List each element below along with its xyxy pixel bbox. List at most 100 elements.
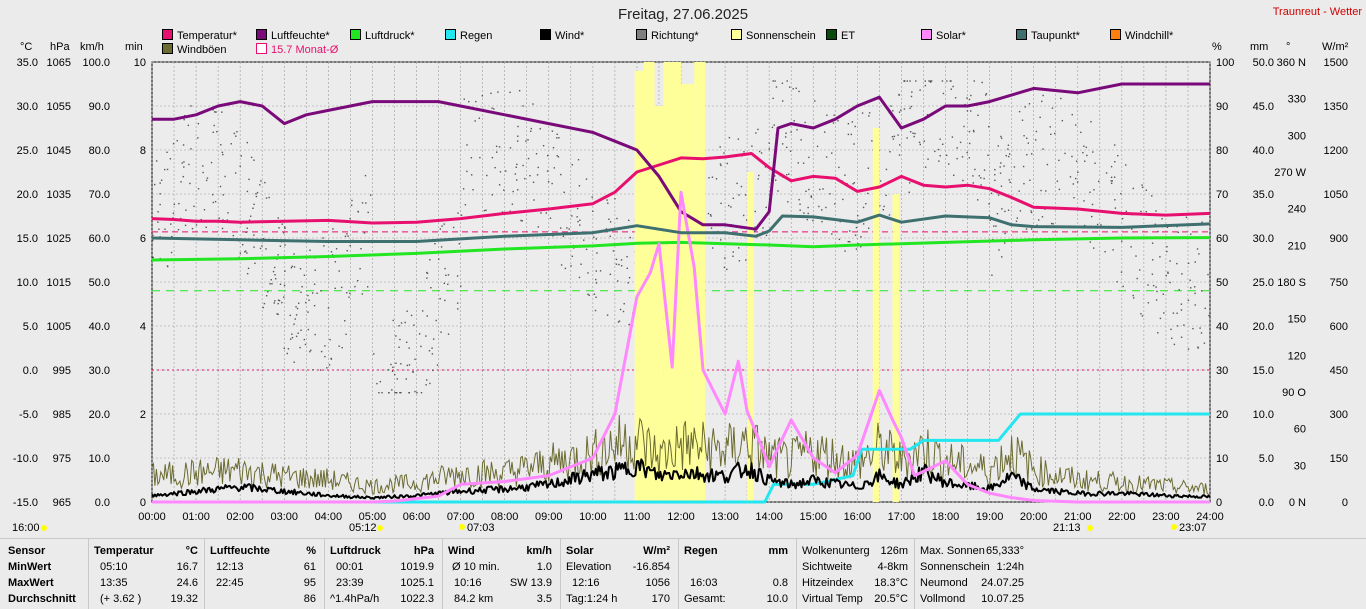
direction-point	[1132, 187, 1135, 190]
direction-point	[197, 188, 200, 190]
direction-point	[428, 350, 431, 352]
direction-point	[216, 131, 218, 133]
direction-point	[968, 157, 971, 159]
direction-point	[556, 133, 558, 136]
direction-point	[335, 248, 338, 250]
direction-point	[797, 162, 799, 164]
stats-rain-col: Regen mm 16:03 0.8 Gesamt: 10.0	[684, 543, 790, 607]
direction-point	[712, 247, 714, 249]
y-tick-wind: 30.0	[89, 365, 110, 377]
direction-point	[391, 389, 393, 391]
direction-point	[532, 103, 534, 105]
stats-sensor-col: Sensor MinWert MaxWert Durchschnitt	[8, 543, 86, 607]
direction-point	[273, 302, 276, 304]
series-line-0	[151, 152, 1211, 225]
direction-point	[987, 154, 989, 156]
direction-point	[991, 274, 993, 276]
direction-point	[772, 80, 774, 82]
direction-point	[728, 136, 731, 139]
direction-point	[719, 239, 722, 241]
stats-newmoon-label: Neumond	[920, 577, 968, 589]
sunshine-bar	[892, 194, 900, 502]
direction-point	[152, 234, 154, 236]
direction-point	[1003, 165, 1005, 167]
direction-point	[838, 166, 840, 169]
direction-point	[966, 151, 968, 154]
direction-point	[959, 141, 962, 144]
direction-point	[898, 94, 900, 96]
direction-point	[853, 143, 855, 145]
direction-point	[1026, 137, 1028, 139]
direction-point	[768, 142, 770, 144]
direction-point	[577, 220, 579, 223]
stats-temp-avg-value: 19.32	[170, 593, 198, 605]
direction-point	[855, 226, 858, 229]
direction-point	[1113, 144, 1116, 146]
direction-point	[536, 174, 539, 176]
direction-point	[486, 174, 488, 177]
sunshine-bar	[654, 106, 664, 502]
x-tick: 16:00	[844, 511, 872, 523]
direction-point	[985, 92, 988, 95]
direction-point	[934, 150, 936, 153]
direction-point	[1194, 304, 1196, 306]
direction-point	[892, 110, 894, 112]
direction-point	[1026, 153, 1028, 156]
direction-point	[509, 91, 511, 94]
direction-point	[1122, 285, 1124, 288]
y-tick-direction: 210	[1288, 240, 1306, 252]
direction-point	[1189, 279, 1191, 281]
direction-point	[545, 212, 547, 214]
direction-point	[250, 156, 253, 159]
direction-point	[805, 190, 807, 193]
direction-point	[155, 160, 158, 162]
direction-point	[1178, 289, 1180, 291]
direction-point	[212, 201, 215, 204]
y-tick-humidity: 60	[1216, 233, 1228, 245]
direction-point	[305, 301, 307, 304]
direction-point	[942, 92, 945, 95]
direction-point	[255, 193, 257, 195]
direction-point	[834, 203, 836, 205]
direction-point	[1131, 228, 1133, 230]
direction-point	[956, 147, 958, 149]
direction-point	[615, 263, 618, 265]
direction-point	[1125, 210, 1128, 213]
direction-point	[1015, 220, 1018, 222]
direction-point	[466, 170, 468, 173]
direction-point	[289, 338, 292, 340]
direction-point	[1041, 100, 1043, 103]
direction-point	[388, 392, 390, 394]
direction-point	[1042, 94, 1044, 97]
direction-point	[560, 264, 563, 266]
stats-temp-col: Temperatur °C 05:10 16.7 13:35 24.6 (+ 3.62…	[94, 543, 200, 607]
direction-point	[855, 248, 858, 250]
direction-point	[923, 140, 925, 142]
y-tick-humidity: 100	[1216, 57, 1234, 69]
direction-point	[264, 181, 266, 184]
direction-point	[205, 226, 207, 229]
direction-point	[431, 347, 433, 349]
direction-point	[546, 154, 549, 157]
direction-point	[709, 213, 712, 216]
direction-point	[808, 156, 810, 159]
direction-point	[297, 302, 300, 304]
direction-point	[232, 234, 235, 237]
direction-point	[1166, 226, 1169, 229]
direction-point	[1058, 159, 1060, 162]
direction-point	[562, 235, 565, 238]
direction-point	[720, 164, 722, 167]
direction-point	[1140, 210, 1142, 213]
direction-point	[593, 236, 595, 238]
direction-point	[509, 147, 512, 149]
direction-point	[1050, 222, 1053, 225]
direction-point	[268, 196, 270, 199]
direction-point	[253, 246, 255, 248]
direction-point	[202, 165, 204, 167]
direction-point	[1180, 309, 1183, 311]
y-tick-temp: -5.0	[19, 409, 38, 421]
direction-point	[470, 157, 473, 159]
axis-unit-5: mm	[1250, 41, 1269, 53]
stats-solar-header: Solar	[566, 545, 594, 557]
direction-point	[432, 369, 434, 372]
